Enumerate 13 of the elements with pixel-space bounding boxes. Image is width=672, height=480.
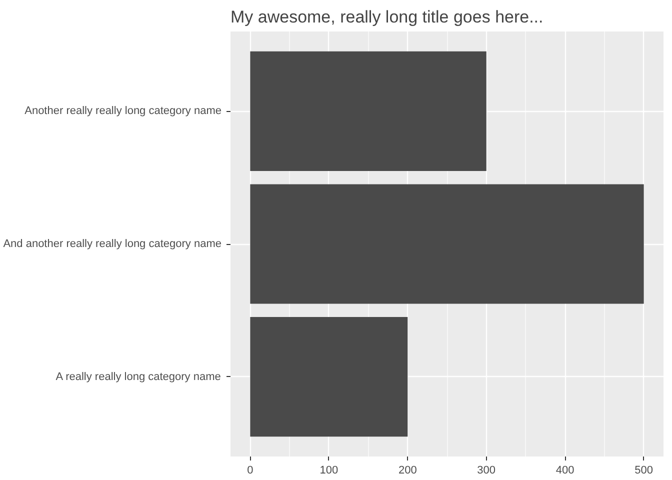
bar: [250, 51, 486, 171]
chart-title: My awesome, really long title goes here...: [230, 8, 544, 26]
x-tick-label: 300: [477, 464, 496, 476]
bar: [250, 317, 408, 437]
x-tick-label: 0: [247, 464, 254, 476]
x-tick-label: 100: [320, 464, 338, 476]
x-tick-label: 200: [398, 464, 417, 476]
bar: [250, 184, 644, 304]
x-tick-label: 400: [556, 464, 574, 476]
y-tick-label: And another really really long category name: [3, 238, 222, 250]
x-tick-label: 500: [634, 464, 653, 476]
y-tick-label: Another really really long category name: [24, 105, 222, 118]
y-tick-label: A really really long category name: [56, 370, 221, 383]
